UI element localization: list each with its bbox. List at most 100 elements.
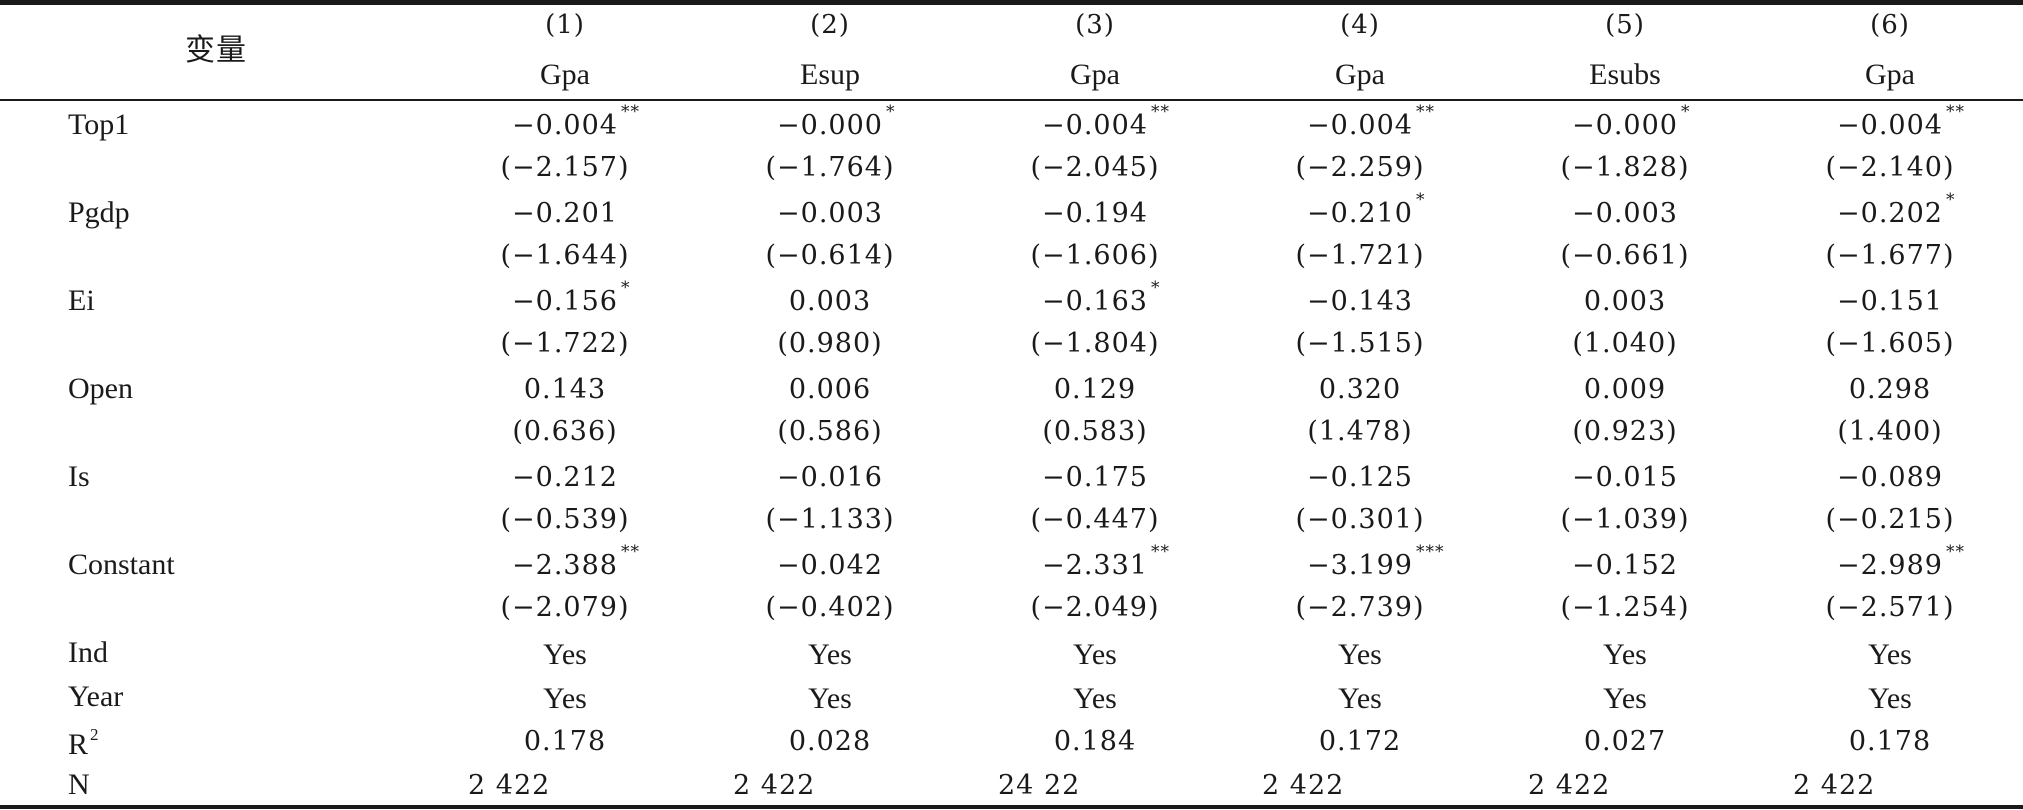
control-cell: Yes — [1603, 682, 1647, 715]
t-stat-cell: (−1.254) — [1560, 592, 1690, 623]
r2-cell: 0.178 — [1848, 726, 1932, 757]
row-label-open: Open — [68, 372, 133, 405]
n-cell: 24 22 — [998, 770, 1081, 801]
coef-cell: −0.004 ** — [1042, 104, 1169, 140]
coef-cell: −2.388 ** — [512, 544, 639, 580]
n-cell: 2 422 — [733, 770, 816, 801]
t-stat-cell: (−1.606) — [1030, 240, 1160, 271]
column-number-6: (6) — [1870, 10, 1910, 40]
coef-value: −0.143 — [1307, 286, 1413, 317]
coef-value: −0.151 — [1837, 286, 1943, 317]
coef-cell: −0.175 — [1042, 464, 1148, 491]
significance-stars: * — [1415, 190, 1426, 210]
t-stat-cell: (−0.301) — [1295, 504, 1425, 535]
significance-stars: * — [620, 278, 631, 298]
t-stat-cell: (−1.515) — [1295, 328, 1425, 359]
coef-value: 0.143 — [523, 374, 607, 405]
coef-value: −0.016 — [777, 462, 883, 493]
coef-cell: 0.320 — [1319, 376, 1401, 403]
significance-stars: ** — [1150, 542, 1170, 562]
control-cell: Yes — [1338, 682, 1382, 715]
n-cell: 2 422 — [468, 770, 551, 801]
n-cell: 2 422 — [1793, 770, 1876, 801]
control-cell: Yes — [1338, 638, 1382, 671]
coef-cell: −0.143 — [1307, 288, 1413, 315]
column-number-4: (4) — [1340, 10, 1380, 40]
coef-cell: −0.151 — [1837, 288, 1943, 315]
coef-cell: −0.004 ** — [512, 104, 639, 140]
coef-cell: −0.003 — [1572, 200, 1678, 227]
coef-cell: −3.199 *** — [1307, 542, 1445, 581]
row-label-pgdp: Pgdp — [68, 196, 130, 229]
significance-stars: ** — [1945, 542, 1965, 562]
coef-value: 0.320 — [1318, 374, 1402, 405]
coef-cell: −0.212 — [512, 464, 618, 491]
t-stat-cell: (−2.140) — [1825, 152, 1955, 183]
significance-stars: ** — [1150, 102, 1170, 122]
significance-stars: * — [1150, 278, 1161, 298]
row-label-is: Is — [68, 460, 90, 493]
coef-value: −0.125 — [1307, 462, 1413, 493]
header-rule — [0, 99, 2023, 101]
column-number-2: (2) — [810, 10, 850, 40]
t-stat-cell: (0.586) — [777, 416, 883, 447]
t-stat-cell: (0.980) — [777, 328, 883, 359]
coef-value: −0.175 — [1042, 462, 1148, 493]
t-stat-cell: (−0.215) — [1825, 504, 1955, 535]
coef-value: −0.004 ** — [1307, 102, 1435, 141]
coef-value: −2.331 ** — [1042, 542, 1170, 581]
coef-value: −0.210 * — [1307, 190, 1426, 229]
r2-cell: 0.027 — [1583, 726, 1667, 757]
control-cell: Yes — [1073, 638, 1117, 671]
top-rule — [0, 0, 2023, 5]
t-stat-cell: (−0.402) — [765, 592, 895, 623]
r2-label-base: R — [68, 728, 89, 761]
coef-value: −0.089 — [1837, 462, 1943, 493]
coef-cell: −2.331 ** — [1042, 542, 1170, 581]
control-cell: Yes — [543, 638, 587, 671]
t-stat-cell: (−2.259) — [1295, 152, 1425, 183]
t-stat-cell: (0.583) — [1042, 416, 1148, 447]
r2-cell: 0.178 — [523, 726, 607, 757]
significance-stars: * — [1680, 102, 1691, 122]
row-label-ind: Ind — [68, 636, 108, 669]
coef-value: −2.989 ** — [1837, 542, 1965, 581]
coef-cell: −0.210 * — [1307, 190, 1426, 229]
coef-value: −0.042 — [777, 550, 883, 581]
t-stat-cell: (−1.764) — [765, 152, 895, 183]
t-stat-cell: (0.923) — [1572, 416, 1678, 447]
coef-cell: 0.129 — [1054, 376, 1136, 403]
t-stat-cell: (−0.447) — [1030, 504, 1160, 535]
coef-cell: −0.000 * — [777, 104, 894, 140]
coef-value: 0.006 — [788, 374, 872, 405]
t-stat-cell: (−2.049) — [1030, 592, 1160, 623]
coef-cell: 0.003 — [1584, 288, 1666, 315]
coef-cell: −0.004 ** — [1837, 104, 1964, 140]
coef-value: −0.212 — [512, 462, 618, 493]
t-stat-cell: (−1.722) — [500, 328, 630, 359]
row-label-n: N — [68, 768, 90, 801]
t-stat-cell: (−2.157) — [500, 152, 630, 183]
coef-value: −0.194 — [1042, 198, 1148, 229]
coef-cell: 0.006 — [789, 376, 871, 403]
coef-cell: −0.125 — [1307, 464, 1413, 491]
control-cell: Yes — [808, 682, 852, 715]
coef-cell: −0.163 * — [1042, 280, 1159, 316]
row-label-top1: Top1 — [68, 108, 130, 141]
column-dependent-6: Gpa — [1865, 58, 1915, 91]
t-stat-cell: (−2.571) — [1825, 592, 1955, 623]
bottom-rule — [0, 805, 2023, 809]
coef-value: 0.003 — [788, 286, 872, 317]
n-cell: 2 422 — [1262, 770, 1345, 801]
r2-cell: 0.028 — [788, 726, 872, 757]
coef-cell: −0.089 — [1837, 464, 1943, 491]
coef-cell: 0.143 — [524, 376, 606, 403]
control-cell: Yes — [1073, 682, 1117, 715]
significance-stars: * — [1945, 190, 1956, 210]
row-label-year: Year — [68, 680, 124, 713]
row-label-ei: Ei — [68, 284, 95, 317]
column-dependent-2: Esup — [800, 58, 860, 91]
coef-value: −3.199 *** — [1307, 542, 1445, 581]
coef-value: −0.156 * — [512, 278, 631, 317]
